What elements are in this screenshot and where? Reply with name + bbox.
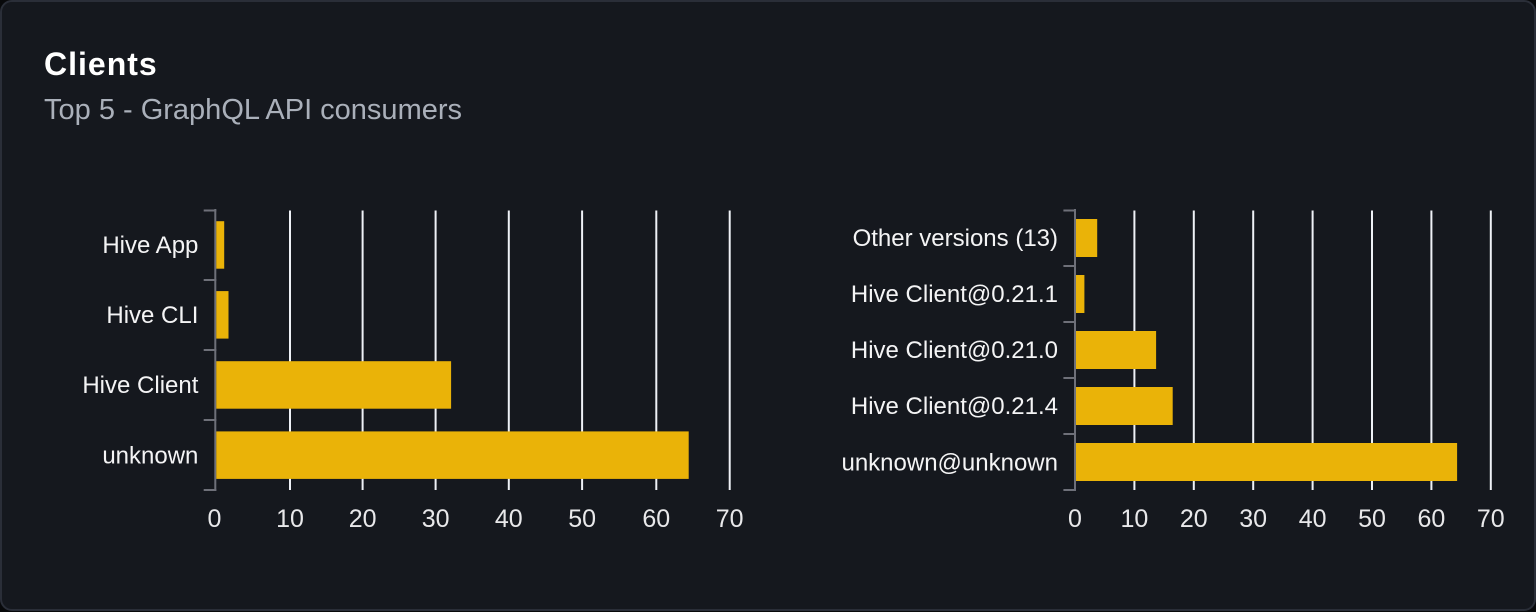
svg-text:40: 40	[495, 505, 523, 533]
svg-text:60: 60	[1417, 505, 1445, 533]
svg-text:0: 0	[1068, 505, 1082, 533]
svg-text:40: 40	[1299, 505, 1327, 533]
svg-text:Other versions (13): Other versions (13)	[853, 225, 1058, 252]
svg-text:Hive Client@0.21.1: Hive Client@0.21.1	[851, 281, 1058, 308]
svg-text:30: 30	[422, 505, 450, 533]
svg-text:30: 30	[1239, 505, 1267, 533]
svg-text:60: 60	[642, 505, 670, 533]
svg-text:50: 50	[568, 505, 596, 533]
svg-text:Hive Client: Hive Client	[82, 372, 198, 399]
svg-text:50: 50	[1358, 505, 1386, 533]
svg-text:70: 70	[716, 505, 744, 533]
svg-text:10: 10	[1120, 505, 1148, 533]
svg-text:Hive Client@0.21.0: Hive Client@0.21.0	[851, 337, 1058, 364]
svg-text:unknown: unknown	[102, 442, 198, 469]
svg-text:Hive Client@0.21.4: Hive Client@0.21.4	[851, 393, 1058, 420]
svg-text:Hive App: Hive App	[102, 232, 198, 259]
svg-text:unknown@unknown: unknown@unknown	[841, 449, 1058, 476]
svg-text:70: 70	[1477, 505, 1505, 533]
svg-text:Hive CLI: Hive CLI	[106, 302, 198, 329]
svg-text:0: 0	[208, 505, 222, 533]
svg-text:10: 10	[276, 505, 304, 533]
svg-text:20: 20	[1180, 505, 1208, 533]
svg-text:20: 20	[349, 505, 377, 533]
